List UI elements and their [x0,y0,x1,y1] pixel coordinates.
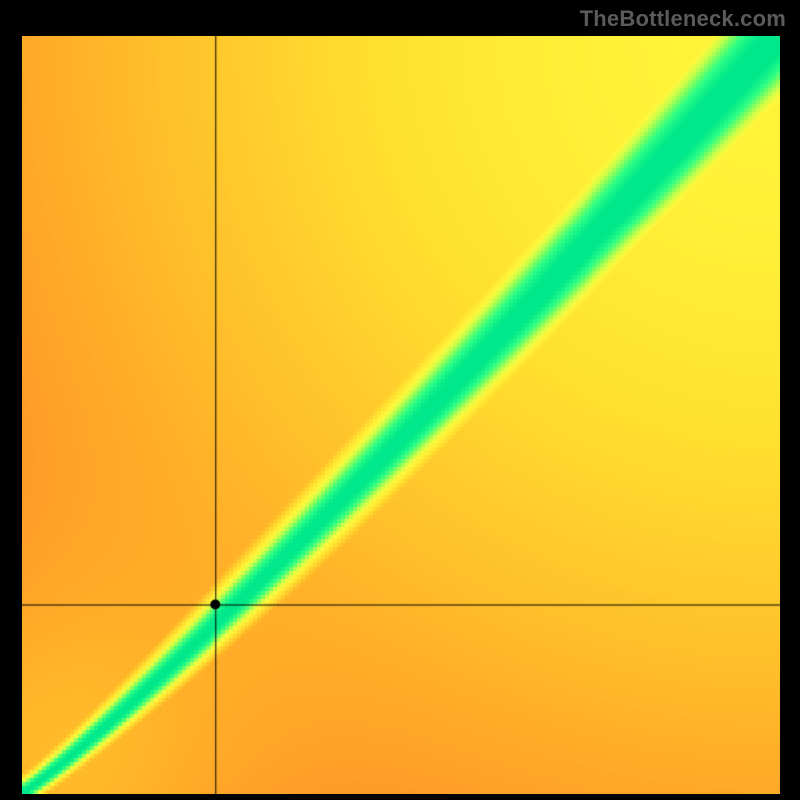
chart-container: TheBottleneck.com [0,0,800,800]
watermark-text: TheBottleneck.com [580,6,786,32]
bottleneck-heatmap [22,36,780,794]
